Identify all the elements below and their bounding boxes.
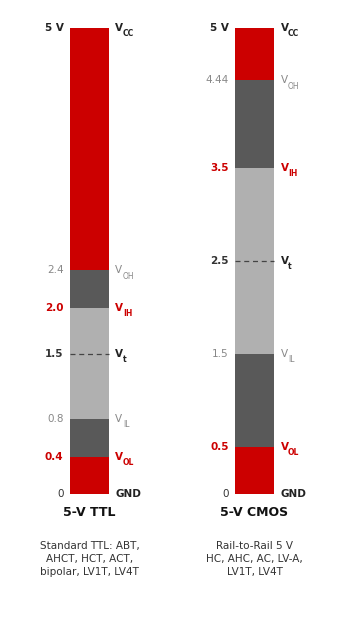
Text: CC: CC <box>123 30 134 38</box>
Text: V: V <box>280 75 288 86</box>
Text: OL: OL <box>288 448 300 457</box>
Text: 0.5: 0.5 <box>210 442 228 452</box>
Text: V: V <box>116 452 123 462</box>
Text: 4.44: 4.44 <box>205 75 228 86</box>
Text: t: t <box>123 355 127 364</box>
Bar <box>235 81 274 168</box>
Text: 5-V CMOS: 5-V CMOS <box>221 506 289 520</box>
Text: IH: IH <box>288 169 298 178</box>
Bar <box>235 447 274 494</box>
Text: t: t <box>288 262 292 271</box>
Bar <box>235 354 274 447</box>
Text: IL: IL <box>288 355 294 364</box>
Text: V: V <box>280 256 289 266</box>
Text: V: V <box>116 349 123 359</box>
Text: 2.0: 2.0 <box>45 303 64 313</box>
Text: OH: OH <box>288 82 300 91</box>
Bar <box>235 28 274 81</box>
Text: Rail-to-Rail 5 V
HC, AHC, AC, LV-A,
LV1T, LV4T: Rail-to-Rail 5 V HC, AHC, AC, LV-A, LV1T… <box>206 541 303 577</box>
Text: IH: IH <box>123 309 132 318</box>
Text: 2.4: 2.4 <box>47 265 64 276</box>
Text: V: V <box>280 163 289 173</box>
Text: 3.5: 3.5 <box>210 163 228 173</box>
Bar <box>70 28 109 270</box>
Text: CC: CC <box>288 30 299 38</box>
Text: Standard TTL: ABT,
AHCT, HCT, ACT,
bipolar, LV1T, LV4T: Standard TTL: ABT, AHCT, HCT, ACT, bipol… <box>40 541 139 577</box>
Text: V: V <box>116 303 123 313</box>
Text: OH: OH <box>123 272 135 281</box>
Text: 1.5: 1.5 <box>45 349 64 359</box>
Text: 0.8: 0.8 <box>47 415 64 425</box>
Text: GND: GND <box>280 489 307 499</box>
Text: V: V <box>280 349 288 359</box>
Text: 2.5: 2.5 <box>210 256 228 266</box>
Bar <box>235 168 274 354</box>
Text: GND: GND <box>116 489 141 499</box>
Text: OL: OL <box>123 458 135 467</box>
Text: V: V <box>116 23 123 33</box>
Text: 5-V TTL: 5-V TTL <box>63 506 116 520</box>
Text: IL: IL <box>123 420 129 430</box>
Bar <box>70 420 109 457</box>
Text: 0: 0 <box>222 489 228 499</box>
Text: V: V <box>116 265 122 276</box>
Text: 0.4: 0.4 <box>45 452 64 462</box>
Text: V: V <box>280 23 289 33</box>
Text: 0: 0 <box>57 489 64 499</box>
Bar <box>70 308 109 420</box>
Bar <box>70 457 109 494</box>
Text: 5 V: 5 V <box>45 23 64 33</box>
Text: V: V <box>280 442 289 452</box>
Text: V: V <box>116 415 122 425</box>
Bar <box>70 270 109 308</box>
Text: 5 V: 5 V <box>210 23 228 33</box>
Text: 1.5: 1.5 <box>212 349 228 359</box>
